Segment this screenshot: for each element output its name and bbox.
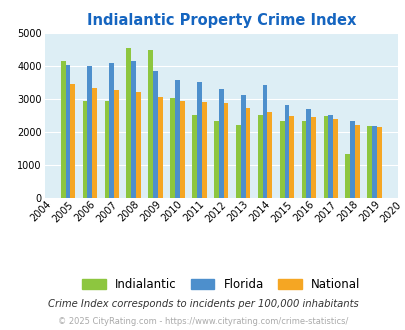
Bar — [70, 84, 75, 198]
Bar — [289, 116, 294, 198]
Bar — [350, 121, 354, 198]
Bar — [376, 127, 381, 198]
Bar — [213, 121, 218, 198]
Bar — [354, 125, 359, 198]
Bar — [323, 115, 328, 198]
Bar — [328, 115, 333, 198]
Bar — [170, 98, 175, 198]
Bar — [306, 109, 311, 198]
Bar — [158, 97, 162, 198]
Bar — [345, 154, 350, 198]
Bar — [262, 85, 267, 198]
Bar — [92, 88, 97, 198]
Bar — [175, 80, 179, 198]
Bar — [153, 71, 158, 198]
Bar — [333, 119, 337, 198]
Bar — [196, 82, 201, 198]
Bar — [109, 63, 114, 198]
Text: © 2025 CityRating.com - https://www.cityrating.com/crime-statistics/: © 2025 CityRating.com - https://www.city… — [58, 317, 347, 326]
Bar — [301, 121, 306, 198]
Bar — [126, 48, 131, 198]
Bar — [114, 90, 119, 198]
Bar — [311, 117, 315, 198]
Bar — [223, 103, 228, 198]
Bar — [245, 108, 250, 198]
Bar — [235, 125, 240, 198]
Bar — [179, 101, 184, 198]
Bar — [201, 102, 206, 198]
Bar — [367, 126, 371, 198]
Bar — [82, 101, 87, 198]
Bar — [65, 65, 70, 198]
Bar — [371, 126, 376, 198]
Bar — [218, 89, 223, 198]
Text: Crime Index corresponds to incidents per 100,000 inhabitants: Crime Index corresponds to incidents per… — [47, 299, 358, 309]
Title: Indialantic Property Crime Index: Indialantic Property Crime Index — [86, 13, 355, 28]
Bar — [131, 61, 136, 198]
Bar — [61, 61, 65, 198]
Bar — [257, 115, 262, 198]
Legend: Indialantic, Florida, National: Indialantic, Florida, National — [82, 278, 360, 291]
Bar — [284, 105, 289, 198]
Bar — [87, 66, 92, 198]
Bar — [104, 101, 109, 198]
Bar — [240, 95, 245, 198]
Bar — [136, 92, 141, 198]
Bar — [192, 115, 196, 198]
Bar — [267, 112, 272, 198]
Bar — [279, 121, 284, 198]
Bar — [148, 50, 153, 198]
